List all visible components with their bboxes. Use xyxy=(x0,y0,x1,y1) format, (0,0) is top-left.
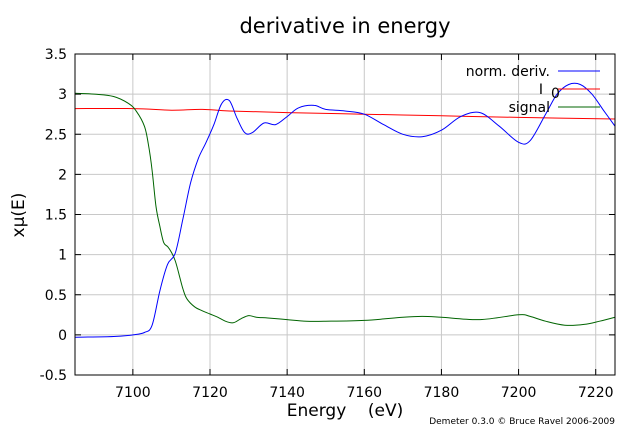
y-tick-label: 2 xyxy=(58,167,67,183)
x-tick-label: 7160 xyxy=(346,385,382,401)
series-layer xyxy=(74,82,616,338)
x-axis-label: Energy (eV) xyxy=(287,401,404,421)
y-tick-label: 3.5 xyxy=(45,47,67,63)
y-tick-label: -0.5 xyxy=(40,368,67,384)
credit-text: Demeter 0.3.0 © Bruce Ravel 2006-2009 xyxy=(429,417,615,427)
x-tick-label: 7100 xyxy=(115,385,151,401)
legend-label: I xyxy=(539,82,543,98)
y-axis-label: xμ(E) xyxy=(9,193,29,238)
x-tick-label: 7200 xyxy=(501,385,537,401)
y-tick-label: 0 xyxy=(58,328,67,344)
legend-label: signal xyxy=(509,100,550,116)
x-tick-label: 7120 xyxy=(192,385,228,401)
x-tick-label: 7180 xyxy=(424,385,460,401)
series-line-i0 xyxy=(74,107,616,120)
series-line-signal xyxy=(74,92,616,326)
y-tick-label: 3 xyxy=(58,87,67,103)
chart-title: derivative in energy xyxy=(239,14,450,38)
x-tick-label: 7220 xyxy=(578,385,614,401)
series-line-norm-deriv- xyxy=(74,82,616,338)
y-tick-label: 0.5 xyxy=(45,288,67,304)
y-tick-label: 2.5 xyxy=(45,127,67,143)
ticks: 7100 7120 7140 7160 7180 7200 7220 -0.5 0 0.5 1 1.5… xyxy=(40,47,615,401)
legend-label-subscript: 0 xyxy=(551,86,560,102)
legend-label: norm. deriv. xyxy=(466,64,550,80)
y-tick-label: 1.5 xyxy=(45,208,67,224)
y-tick-label: 1 xyxy=(58,248,67,264)
grid xyxy=(75,53,615,376)
x-tick-label: 7140 xyxy=(269,385,305,401)
